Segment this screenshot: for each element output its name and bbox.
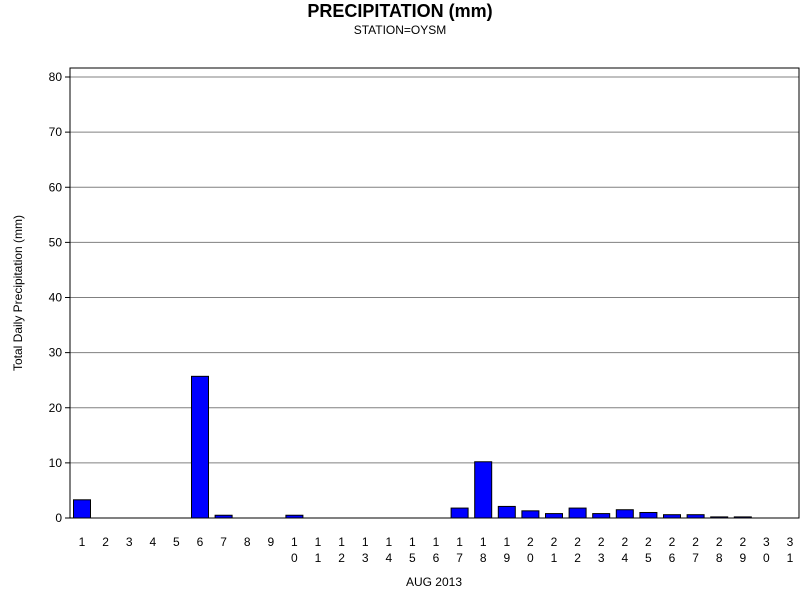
bar-day-27 bbox=[686, 514, 705, 519]
x-tick-label-4: 4 bbox=[149, 535, 156, 549]
x-tick-label-1: 1 bbox=[79, 535, 86, 549]
bar-day-28 bbox=[710, 516, 729, 519]
x-axis-label: AUG 2013 bbox=[406, 575, 462, 589]
bar-day-10 bbox=[285, 514, 304, 519]
bar-day-20 bbox=[521, 510, 540, 519]
bar-day-24 bbox=[615, 509, 634, 519]
y-tick-label-30: 30 bbox=[49, 346, 63, 360]
x-tick-label-9: 9 bbox=[267, 535, 274, 549]
x-tick-label-5: 5 bbox=[173, 535, 180, 549]
x-tick-label-6: 6 bbox=[197, 535, 204, 549]
bar-day-26 bbox=[663, 514, 681, 519]
y-tick-label-50: 50 bbox=[49, 235, 63, 249]
bar-day-18 bbox=[474, 461, 493, 519]
y-tick-label-80: 80 bbox=[49, 70, 63, 84]
bar-day-1 bbox=[73, 499, 91, 519]
plot-frame bbox=[69, 67, 800, 519]
y-tick-label-10: 10 bbox=[49, 456, 63, 470]
y-tick-label-60: 60 bbox=[49, 180, 63, 194]
chart-title: PRECIPITATION (mm) bbox=[307, 1, 493, 21]
x-tick-label-3: 3 bbox=[126, 535, 133, 549]
bars bbox=[73, 375, 752, 519]
bar-day-17 bbox=[450, 507, 469, 519]
bar-day-6 bbox=[191, 375, 209, 519]
bar-day-19 bbox=[497, 505, 516, 519]
x-axis-ticks: 1 2 3 4 5 6 7 8 9 1 01 11 21 31 41 51 61 71 81 92 02 12 22 32 42… bbox=[79, 535, 794, 565]
x-tick-label-7: 7 bbox=[220, 535, 227, 549]
y-tick-label-40: 40 bbox=[49, 291, 63, 305]
bar-day-25 bbox=[639, 511, 658, 519]
bar-day-21 bbox=[545, 513, 563, 519]
y-tick-label-70: 70 bbox=[49, 125, 63, 139]
bar-day-22 bbox=[568, 507, 587, 519]
y-axis-ticks: 0 10 20 30 40 50 60 70 80 bbox=[49, 70, 70, 525]
x-tick-label-8: 8 bbox=[244, 535, 251, 549]
bar-day-29 bbox=[733, 516, 752, 519]
y-axis-label: Total Daily Precipitation (mm) bbox=[11, 215, 25, 371]
y-tick-label-0: 0 bbox=[55, 511, 62, 525]
bar-day-7 bbox=[214, 514, 233, 519]
bar-day-23 bbox=[592, 513, 611, 519]
chart-subtitle: STATION=OYSM bbox=[353, 23, 447, 37]
gridlines bbox=[70, 76, 799, 464]
x-tick-label-2: 2 bbox=[102, 535, 109, 549]
y-tick-label-20: 20 bbox=[49, 401, 63, 415]
